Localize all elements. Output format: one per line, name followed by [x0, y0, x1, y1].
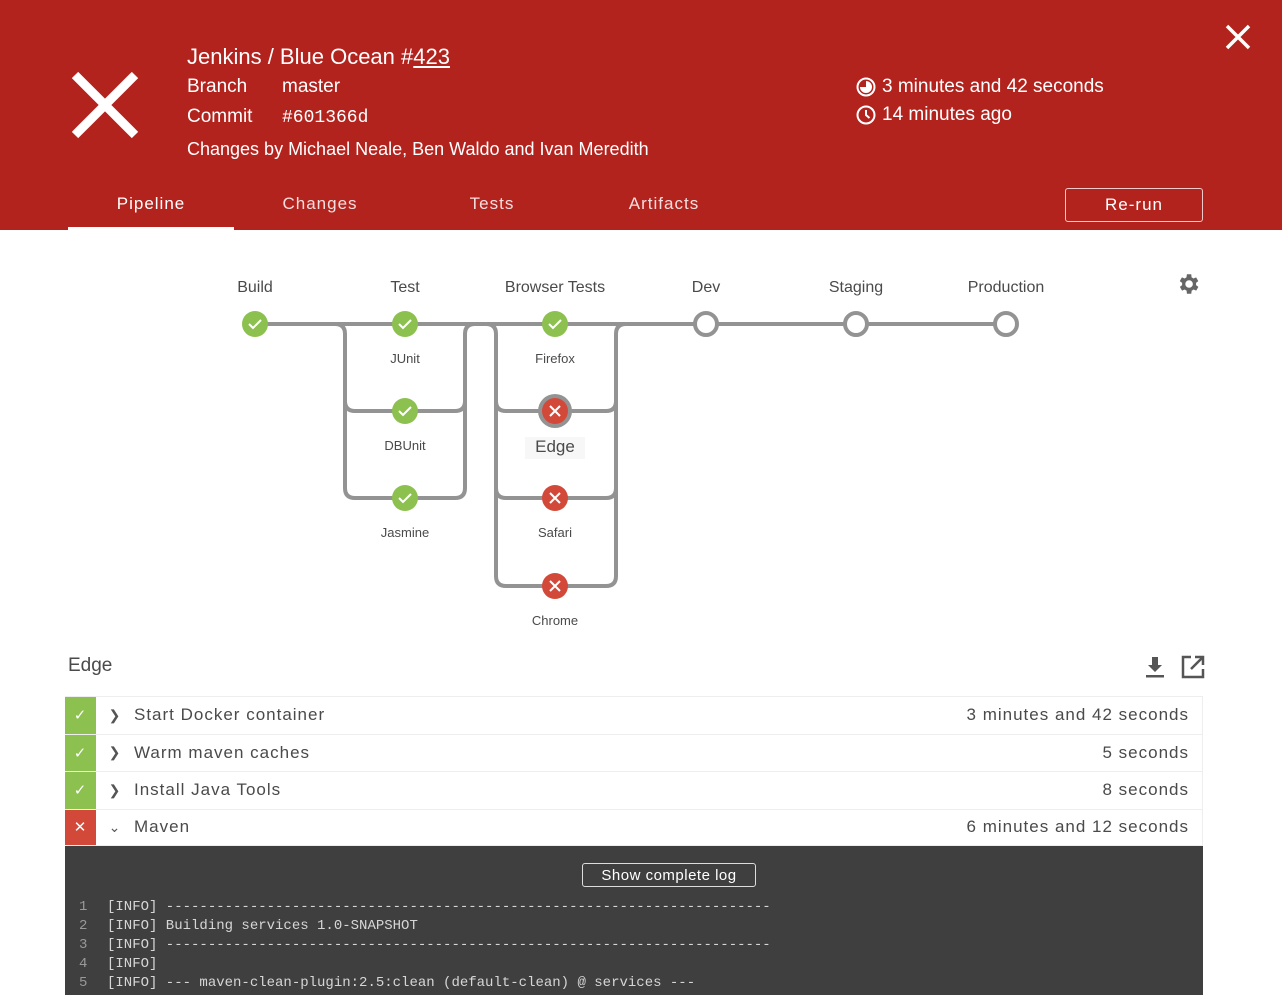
title-text: Jenkins / Blue Ocean #: [187, 44, 414, 69]
check-icon: ✓: [65, 772, 96, 809]
open-external-icon[interactable]: [1181, 655, 1205, 679]
tab-tests[interactable]: Tests: [469, 194, 515, 213]
line-number: 4: [79, 956, 88, 972]
check-icon: [248, 319, 262, 330]
x-icon: [549, 492, 561, 504]
log-line: 1 [INFO] --------------------------------…: [79, 899, 771, 918]
started-row: 14 minutes ago: [856, 104, 1012, 126]
tab-pipeline[interactable]: Pipeline: [68, 186, 234, 230]
stage-title: Staging: [829, 279, 883, 296]
branch-label: Safari: [538, 525, 572, 540]
step-name: Start Docker container: [134, 705, 326, 725]
branch-label: Branch: [187, 76, 248, 97]
line-text: [INFO] --- maven-clean-plugin:2.5:clean …: [107, 975, 696, 991]
step-row[interactable]: ✓ ❯ Install Java Tools 8 seconds: [65, 771, 1203, 809]
step-name: Install Java Tools: [134, 780, 282, 800]
download-icon[interactable]: [1144, 655, 1166, 679]
line-number: 3: [79, 937, 88, 953]
rerun-button[interactable]: Re-run: [1065, 188, 1203, 222]
changes-by: Changes by Michael Neale, Ben Waldo and …: [187, 139, 649, 159]
line-text: [INFO] ---------------------------------…: [107, 899, 771, 915]
check-icon: ✓: [65, 697, 96, 734]
stage-node: [993, 311, 1019, 337]
stage-title: Production: [968, 279, 1045, 296]
stage-title: Browser Tests: [505, 279, 605, 296]
step-name: Maven: [134, 817, 191, 837]
step-name: Warm maven caches: [134, 742, 311, 762]
tab-bar: Pipeline Changes Tests Artifacts: [68, 186, 750, 230]
check-icon: [398, 406, 412, 417]
run-header: Jenkins / Blue Ocean #423 Branch master C…: [0, 0, 1282, 230]
step-duration: 5 seconds: [1102, 742, 1189, 762]
pipeline-graph: Build Test JUnit DBUnit Jasmine Browser Tests…: [237, 279, 1045, 628]
parallel-branch-node[interactable]: [392, 398, 418, 424]
commit-row: Commit #601366d: [187, 106, 368, 128]
stage-node: [843, 311, 869, 337]
stage-title: Build: [237, 279, 273, 296]
show-complete-log-button[interactable]: Show complete log: [582, 863, 756, 887]
log-line: 3 [INFO] --------------------------------…: [79, 937, 771, 956]
stage-title: Test: [390, 279, 420, 296]
branch-row: Branch master: [187, 76, 340, 98]
step-row[interactable]: ✓ ❯ Start Docker container 3 minutes and…: [65, 696, 1203, 734]
line-number: 1: [79, 899, 88, 915]
parallel-branch-node[interactable]: [392, 485, 418, 511]
parallel-branch-node[interactable]: [542, 311, 568, 337]
stage-node: [693, 311, 719, 337]
parallel-branch-node[interactable]: [392, 311, 418, 337]
chevron-down-icon[interactable]: ⌄: [108, 818, 122, 835]
branch-value: master: [282, 76, 341, 97]
tab-artifacts[interactable]: Artifacts: [628, 194, 700, 213]
stage-node[interactable]: [242, 311, 268, 337]
log-lines: 1 [INFO] --------------------------------…: [79, 899, 771, 994]
tab-changes[interactable]: Changes: [282, 194, 358, 213]
check-icon: [398, 493, 412, 504]
started-text: 14 minutes ago: [882, 104, 1012, 125]
gear-icon[interactable]: [1175, 271, 1201, 297]
x-icon: [549, 580, 561, 592]
branch-label: Jasmine: [381, 525, 429, 540]
clock-icon: [856, 105, 876, 125]
chevron-right-icon[interactable]: ❯: [108, 781, 122, 798]
check-icon: ✓: [65, 734, 96, 771]
duration-row: 3 minutes and 42 seconds: [856, 76, 1104, 98]
log-line: 5 [INFO] --- maven-clean-plugin:2.5:clean…: [79, 975, 771, 994]
step-row[interactable]: ✕ ⌄ Maven 6 minutes and 12 seconds: [65, 808, 1203, 846]
commit-label: Commit: [187, 106, 253, 127]
close-icon[interactable]: [1225, 24, 1251, 50]
x-icon: ✕: [65, 809, 96, 845]
chevron-right-icon[interactable]: ❯: [108, 706, 122, 723]
branch-label: Chrome: [532, 613, 578, 628]
log-line: 2 [INFO] Building services 1.0-SNAPSHOT: [79, 918, 771, 937]
line-text: [INFO]: [107, 956, 158, 972]
log-panel: Show complete log 1 [INFO] --------------…: [65, 846, 1203, 995]
line-text: [INFO] ---------------------------------…: [107, 937, 771, 953]
selected-label-bg: [525, 437, 585, 459]
commit-value: #601366d: [282, 108, 369, 128]
step-duration: 8 seconds: [1102, 780, 1189, 800]
branch-label: JUnit: [390, 351, 420, 366]
log-line: 4 [INFO]: [79, 956, 771, 975]
step-duration: 3 minutes and 42 seconds: [966, 705, 1189, 725]
steps-title: Edge: [68, 655, 113, 676]
run-number-link[interactable]: 423: [413, 44, 450, 69]
chevron-right-icon[interactable]: ❯: [108, 744, 122, 761]
duration-text: 3 minutes and 42 seconds: [882, 76, 1104, 97]
stage-title: Dev: [692, 279, 720, 296]
check-icon: [398, 319, 412, 330]
run-title: Jenkins / Blue Ocean #423: [187, 44, 450, 70]
line-number: 2: [79, 918, 88, 934]
step-row[interactable]: ✓ ❯ Warm maven caches 5 seconds: [65, 733, 1203, 771]
branch-label: Firefox: [535, 351, 575, 366]
check-icon: [548, 319, 562, 330]
line-number: 5: [79, 975, 88, 991]
branch-label: Edge: [535, 437, 575, 456]
failed-status-icon: [71, 71, 139, 139]
line-text: [INFO] Building services 1.0-SNAPSHOT: [107, 918, 418, 934]
duration-icon: [856, 77, 876, 97]
branch-label: DBUnit: [384, 438, 426, 453]
step-duration: 6 minutes and 12 seconds: [966, 817, 1189, 837]
steps-list: ✓ ❯ Start Docker container 3 minutes and…: [65, 696, 1203, 846]
x-icon: [549, 405, 561, 417]
